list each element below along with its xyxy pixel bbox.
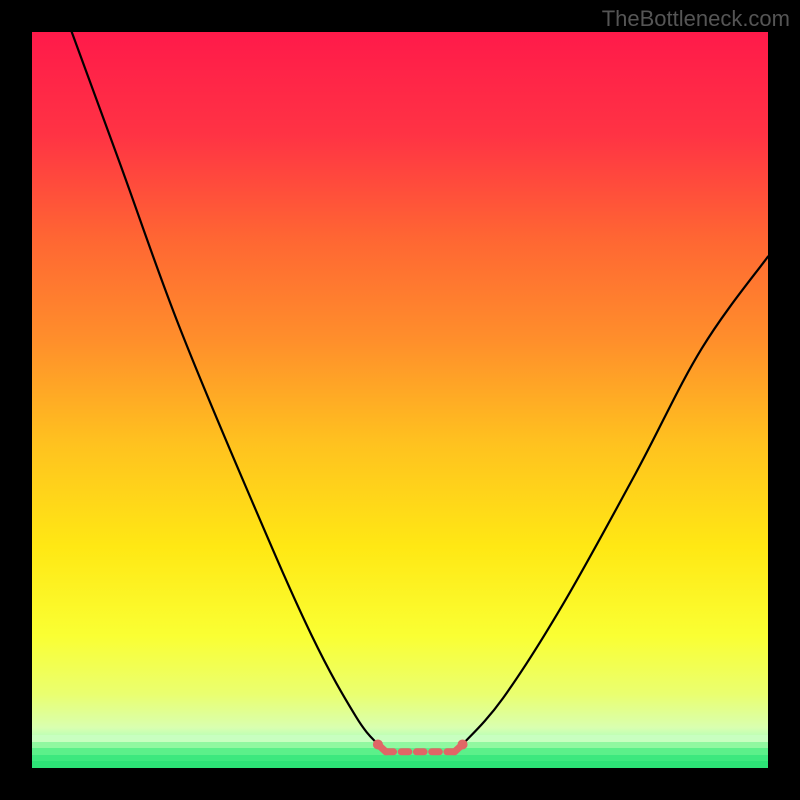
plot-area — [32, 32, 768, 768]
watermark-text: TheBottleneck.com — [602, 6, 790, 32]
left-curve — [72, 32, 378, 744]
right-curve — [463, 256, 768, 744]
curve-layer — [32, 32, 768, 768]
